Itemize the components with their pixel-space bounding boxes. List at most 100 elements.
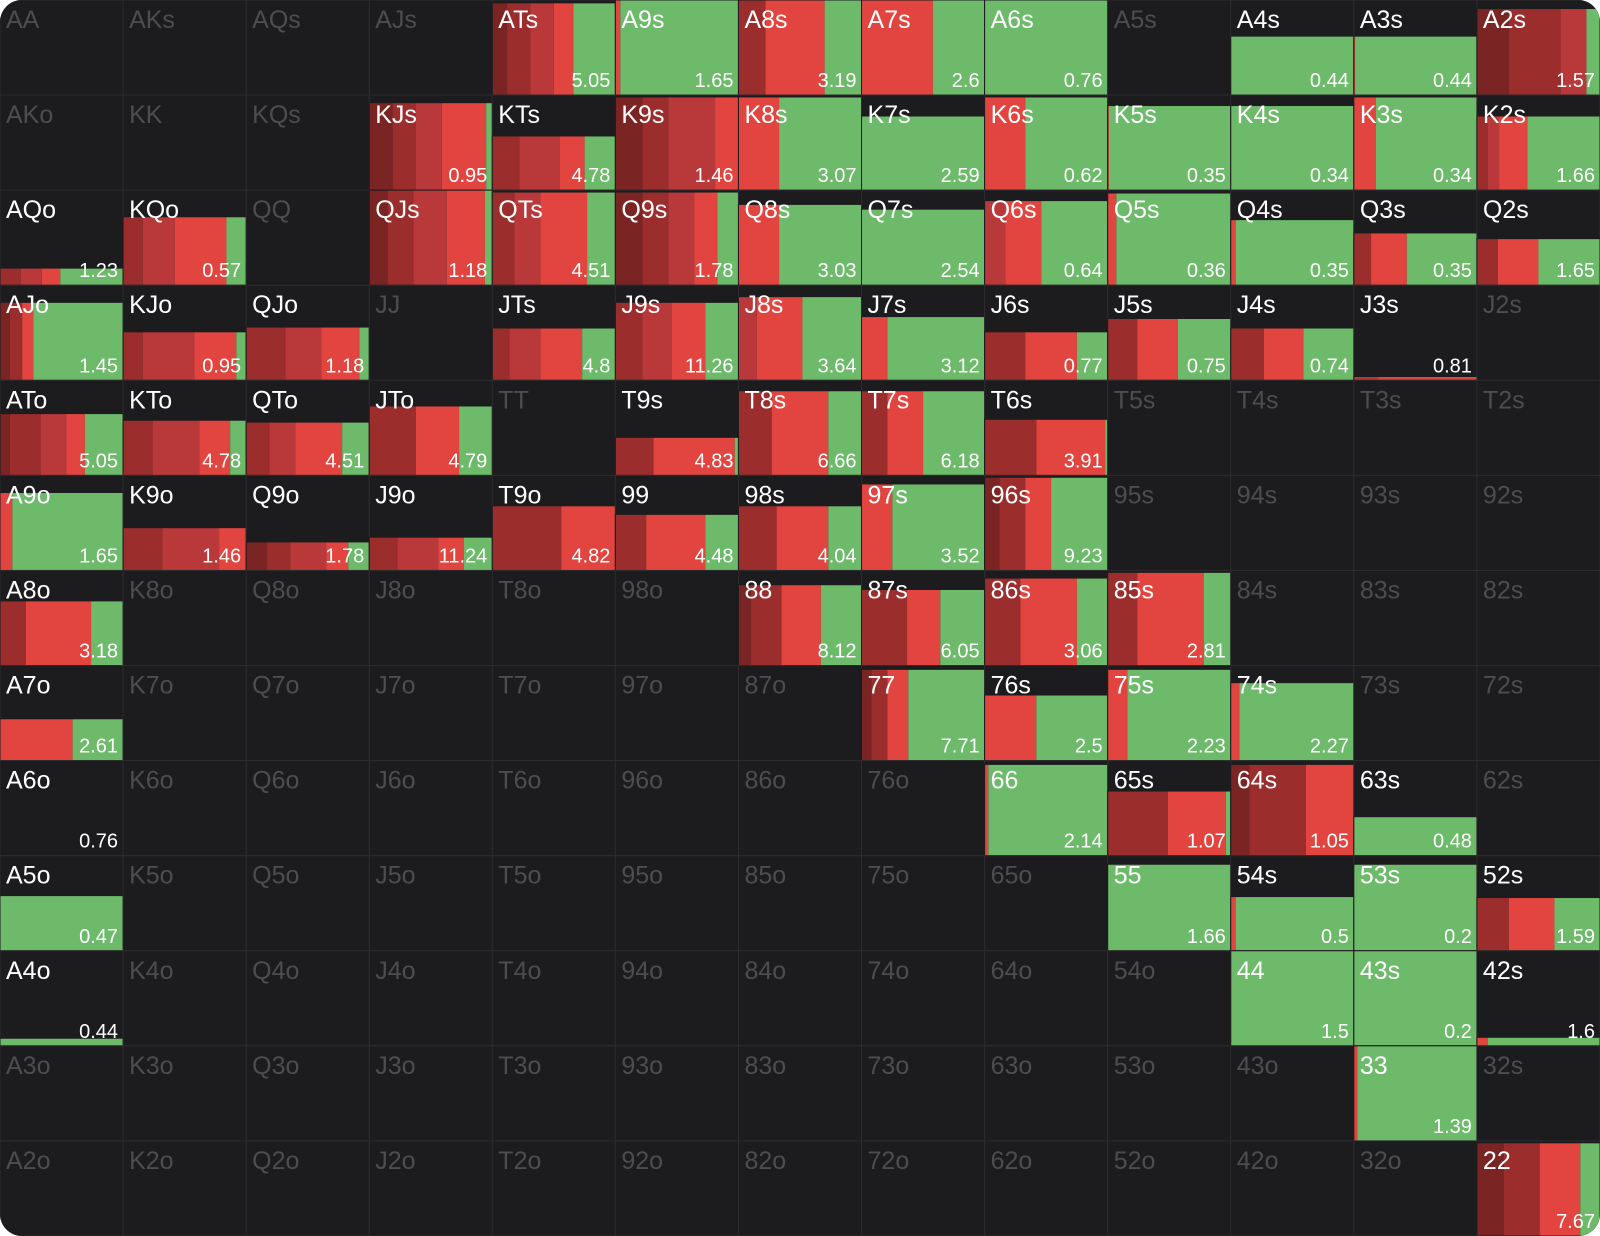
hand-cell: 1.59 52s [1476, 855, 1600, 952]
hand-value: 1.05 [1310, 831, 1349, 853]
hand-cell: 2.5 76s [984, 665, 1109, 762]
mix-segment [22, 302, 34, 381]
mix-segment [326, 541, 349, 571]
hand-cell: 0.62 K6s [984, 94, 1109, 191]
hand-label: 74s [1237, 672, 1277, 700]
hand-cell: 4.78 KTs [491, 94, 616, 191]
hand-cell: 1.65 Q2s [1476, 189, 1600, 286]
hand-label: J7o [375, 672, 415, 700]
mix-segment [642, 302, 672, 381]
hand-label: 83o [744, 1052, 786, 1080]
hand-cell: 3.91 T6s [984, 379, 1109, 476]
hand-cell: AJs [368, 0, 493, 96]
hand-label: AJo [6, 291, 49, 319]
hand-label: Q7s [868, 196, 914, 224]
hand-label: AJs [375, 6, 417, 34]
hand-label: J4o [375, 957, 415, 985]
hand-value: 1.07 [1187, 831, 1226, 853]
hand-value: 0.76 [79, 831, 118, 853]
hand-cell: 0.95 KJo [122, 284, 247, 381]
hand-cell: 0.44 A3s [1353, 0, 1478, 96]
hand-value: 4.48 [695, 545, 734, 567]
hand-cell: K5o [122, 855, 247, 952]
hand-cell: 0.5 54s [1230, 855, 1355, 952]
hand-value: 0.34 [1433, 165, 1472, 187]
mix-segment [1203, 572, 1231, 666]
hand-cell: T5o [491, 855, 616, 952]
hand-cell: 75o [861, 855, 986, 952]
hand-cell: 3.03 Q8s [737, 189, 863, 286]
hand-label: K3o [129, 1052, 173, 1080]
mix-segment [1116, 193, 1231, 286]
hand-cell: 73o [861, 1045, 986, 1142]
cell-background [122, 569, 247, 667]
hand-value: 3.18 [79, 641, 118, 663]
hand-value: 2.14 [1064, 831, 1103, 853]
mix-segment [1508, 897, 1555, 951]
hand-value: 4.78 [202, 450, 241, 472]
hand-label: Q9o [252, 481, 299, 509]
hand-label: K9s [621, 101, 664, 129]
hand-value: 1.66 [1556, 165, 1595, 187]
hand-value: 1.39 [1433, 1116, 1472, 1138]
hand-value: 0.57 [202, 260, 241, 282]
mix-segment [123, 420, 153, 476]
hand-value: 0.81 [1433, 355, 1472, 377]
hand-value: 1.18 [325, 355, 364, 377]
hand-value: 8.12 [818, 641, 857, 663]
cell-background [1107, 950, 1232, 1047]
hand-cell: 11.24 J9o [368, 474, 493, 571]
mix-segment [12, 492, 124, 571]
mix-segment [1105, 419, 1108, 476]
hand-cell: 2.14 66 [984, 760, 1109, 857]
hand-label: T2s [1483, 386, 1525, 414]
mix-segment [1127, 669, 1231, 761]
hand-cell: 2.27 74s [1230, 665, 1355, 762]
mix-segment [20, 268, 42, 286]
mix-segment [230, 420, 247, 476]
hand-cell: 8.12 88 [737, 569, 863, 667]
cell-background [491, 950, 616, 1047]
cell-background [491, 569, 616, 667]
mix-segment [1076, 578, 1108, 666]
cell-background [368, 950, 493, 1047]
hand-label: 93s [1360, 481, 1400, 509]
mix-segment [738, 390, 772, 476]
mix-segment [984, 96, 1026, 191]
hand-value: 2.6 [952, 70, 980, 92]
mix-segment [484, 190, 493, 286]
mix-segment [1076, 331, 1108, 381]
hand-cell: 64o [984, 950, 1109, 1047]
mix-segment [1554, 897, 1600, 951]
hand-cell: 98o [614, 569, 739, 667]
mix-segment [1476, 238, 1498, 286]
hand-label: T2o [498, 1147, 541, 1175]
hand-label: AQo [6, 196, 56, 224]
hand-label: JJ [375, 291, 400, 319]
hand-cell: T2s [1476, 379, 1600, 476]
mix-segment [1051, 477, 1108, 571]
mix-segment [705, 302, 739, 381]
hand-label: A9o [6, 481, 50, 509]
hand-value: 1.59 [1556, 926, 1595, 948]
mix-segment [705, 514, 739, 571]
hand-cell: 0.35 Q3s [1353, 189, 1478, 286]
hand-value: 4.04 [818, 545, 857, 567]
mix-segment [1406, 232, 1477, 286]
hand-label: KTs [498, 101, 540, 129]
hand-label: 54o [1114, 957, 1156, 985]
cell-background [1107, 379, 1232, 476]
hand-cell: 95o [614, 855, 739, 952]
hand-label: 62s [1483, 767, 1523, 795]
hand-label: 43s [1360, 957, 1400, 985]
mix-segment [1476, 115, 1488, 191]
hand-cell: 0.76 A6s [984, 0, 1109, 96]
cell-background [861, 950, 986, 1047]
mix-segment [1476, 897, 1509, 951]
hand-cell: AQs [245, 0, 370, 96]
hand-cell: 0.81 J3s [1353, 284, 1478, 381]
mix-segment [387, 190, 414, 286]
hand-value: 6.05 [941, 641, 980, 663]
hand-value: 2.61 [79, 736, 118, 758]
mix-segment [908, 669, 985, 761]
